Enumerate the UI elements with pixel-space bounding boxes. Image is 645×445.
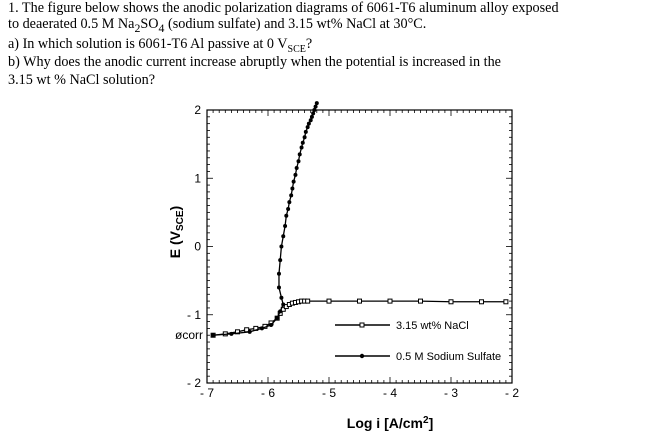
data-point-square — [357, 298, 362, 304]
data-point-circle — [309, 114, 314, 119]
legend-label-0: 3.15 wt% NaCl — [396, 320, 469, 332]
data-point-square — [479, 299, 484, 305]
data-point-square — [503, 299, 509, 305]
data-point-circle — [290, 186, 295, 191]
data-point-circle — [284, 213, 289, 218]
question-line-4: b) Why does the anodic current increase … — [8, 54, 501, 70]
question-line-1: 1. The figure below shows the anodic pol… — [8, 0, 559, 16]
data-point-square — [305, 298, 311, 304]
data-point-circle — [289, 193, 294, 198]
data-point-circle — [297, 152, 302, 157]
data-point-circle — [269, 322, 274, 327]
y-tick-label: 0 — [194, 240, 201, 254]
data-point-square — [448, 299, 454, 305]
ecorr-label: øcorr — [175, 328, 203, 342]
x-tick-label: - 3 — [444, 386, 458, 400]
x-axis-label: Log i [A/cm2] — [347, 415, 433, 431]
legend-marker-circle — [359, 353, 365, 359]
y-tick-label: 1 — [194, 171, 201, 185]
data-point-circle — [294, 166, 299, 171]
data-point-circle — [303, 129, 308, 134]
x-tick-label: - 7 — [200, 386, 214, 400]
data-point-circle — [276, 285, 281, 290]
data-point-circle — [314, 101, 319, 106]
data-point-circle — [281, 234, 286, 239]
data-point-circle — [259, 326, 264, 331]
data-point-circle — [296, 159, 301, 164]
data-point-circle — [275, 316, 280, 321]
data-point-square — [418, 298, 423, 304]
data-point-circle — [278, 258, 283, 263]
y-axis-label: E (VSCE) — [167, 206, 186, 258]
data-point-circle — [308, 118, 313, 123]
data-point-square — [387, 298, 393, 304]
data-point-circle — [229, 331, 234, 336]
data-point-circle — [312, 108, 317, 112]
legend-label-1: 0.5 M Sodium Sulfate — [396, 351, 501, 363]
data-point-circle — [287, 200, 292, 205]
y-tick-label: - 1 — [187, 308, 201, 322]
data-point-circle — [313, 104, 318, 109]
data-point-circle — [211, 333, 216, 338]
x-tick-label: - 6 — [261, 386, 275, 400]
data-point-circle — [311, 111, 316, 116]
x-tick-label: - 2 — [505, 386, 519, 400]
data-point-circle — [299, 145, 304, 150]
question-line-2: to deaerated 0.5 M Na2SO4 (sodium sulfat… — [8, 16, 427, 35]
data-point-circle — [293, 172, 298, 177]
plot-area: - 7 - 6 - 5 - 4 - 3 - 2 2 1 0 - 1 - 2 øcorr 3.15 wt%… — [175, 101, 519, 400]
question-line-3: a) In which solution is 6061-T6 Al passi… — [8, 36, 313, 55]
data-point-square — [326, 298, 332, 304]
y-tick-label: 2 — [194, 103, 201, 117]
x-tick-label: - 5 — [322, 386, 336, 400]
data-point-circle — [300, 140, 305, 145]
data-point-circle — [286, 206, 291, 211]
legend-marker-square — [359, 322, 365, 328]
data-point-circle — [278, 309, 283, 314]
data-point-circle — [281, 302, 286, 307]
x-tick-label: - 4 — [383, 386, 397, 400]
data-point-circle — [305, 125, 310, 130]
data-point-circle — [302, 135, 307, 140]
data-point-circle — [247, 329, 252, 334]
data-point-circle — [279, 244, 284, 249]
data-point-circle — [276, 271, 281, 276]
question-line-5: 3.15 wt % NaCl solution? — [8, 72, 155, 88]
data-point-circle — [279, 295, 284, 300]
data-point-circle — [306, 121, 311, 126]
plot-frame — [206, 109, 513, 384]
data-point-circle — [283, 224, 288, 229]
data-point-circle — [291, 179, 296, 184]
y-tick-label: - 2 — [187, 376, 201, 390]
